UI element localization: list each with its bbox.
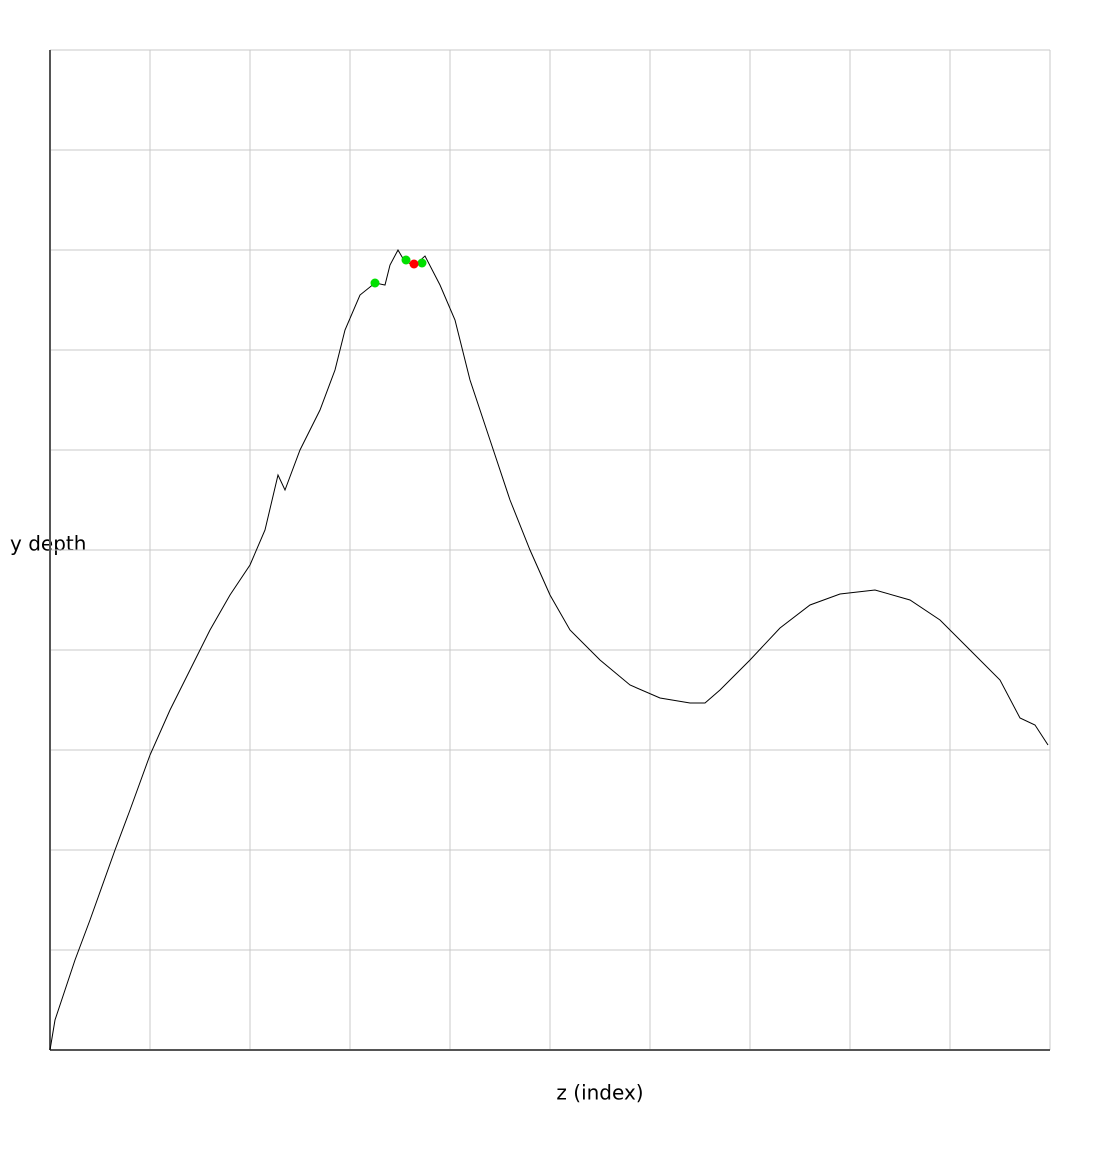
marker-point [417, 258, 427, 268]
y-axis-label: y depth [10, 532, 86, 556]
marker-point [370, 278, 380, 288]
x-axis-label: z (index) [556, 1081, 643, 1105]
marker-point [401, 255, 411, 265]
marker-point [409, 259, 419, 269]
